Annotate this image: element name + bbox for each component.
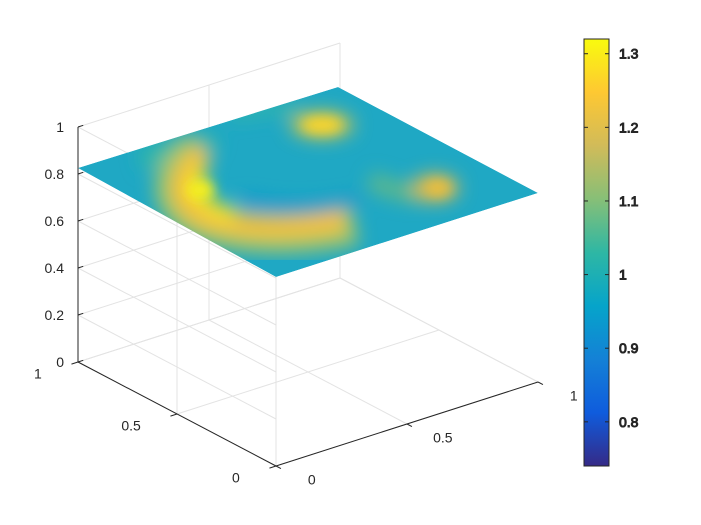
y-tick-label: 0 [232, 469, 240, 485]
z-tick-label: 0.4 [45, 260, 65, 276]
z-tick-mark [77, 265, 84, 269]
x-axis-ticks: 00.51 [308, 387, 578, 487]
y-axis-ticks: 00.51 [34, 365, 240, 485]
gridline [77, 277, 341, 363]
colorbar [583, 38, 610, 467]
y-tick-label: 1 [34, 365, 42, 381]
surface-peaks [186, 117, 450, 200]
x-tick-mark [406, 423, 413, 428]
y-tick-mark [170, 413, 178, 417]
z-tick-label: 0.6 [45, 213, 65, 229]
x-tick-label: 1 [570, 387, 578, 403]
z-axis-ticks: 0 0.2 0.4 0.6 0.8 1 [45, 119, 65, 370]
z-tick-mark [77, 312, 84, 316]
colorbar-tick-label: 1.3 [619, 46, 639, 62]
z-tick-label: 0.2 [45, 307, 65, 323]
colorbar-tick-label: 1.1 [619, 193, 639, 209]
gridline [176, 329, 440, 415]
y-tick-label: 0.5 [121, 417, 141, 433]
z-tick-label: 1 [56, 119, 64, 135]
colorbar-tick-label: 0.9 [619, 340, 639, 356]
z-tick-mark [77, 218, 84, 222]
y-tick-mark [269, 465, 277, 469]
z-tick-label: 0 [56, 354, 64, 370]
z-tick-label: 0.8 [45, 166, 65, 182]
colorbar-ticks: 0.8 0.9 1 1.1 1.2 1.3 [584, 45, 639, 430]
colorbar-tick-label: 1.2 [619, 119, 639, 135]
x-tick-mark [537, 381, 544, 386]
colorbar-tick-label: 0.8 [619, 414, 639, 430]
x-tick-mark [275, 465, 282, 470]
z-tick-mark [77, 124, 84, 128]
z-tick-mark [77, 171, 84, 175]
surface-plot [78, 87, 538, 277]
colorbar-tick-label: 1 [619, 267, 627, 283]
x-tick-label: 0.5 [433, 429, 453, 445]
y-tick-mark [71, 361, 79, 365]
axes-lines [71, 124, 544, 470]
box-edge [339, 277, 539, 383]
x-tick-label: 0 [308, 471, 316, 487]
z-tick-mark [77, 359, 84, 363]
